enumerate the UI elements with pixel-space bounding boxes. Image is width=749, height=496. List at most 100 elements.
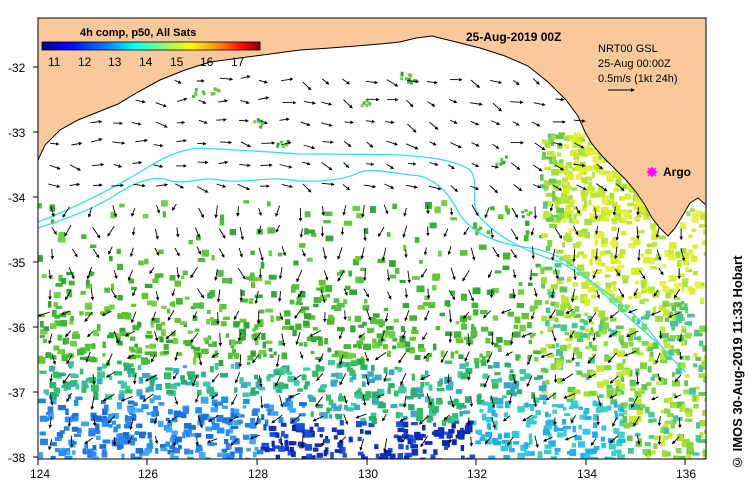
- sst-pixel: [72, 331, 79, 335]
- sst-pixel: [620, 377, 625, 382]
- sst-pixel: [402, 433, 409, 439]
- sst-pixel: [620, 230, 627, 236]
- sst-pixel: [45, 411, 51, 415]
- sst-pixel: [326, 318, 335, 325]
- sst-pixel: [260, 261, 265, 269]
- sst-pixel: [120, 439, 127, 445]
- x-tick-label: 124: [30, 467, 50, 481]
- sst-pixel: [616, 363, 624, 371]
- sst-pixel: [152, 278, 159, 284]
- sst-pixel: [660, 440, 665, 447]
- sst-pixel: [144, 258, 149, 265]
- sst-pixel: [397, 435, 402, 441]
- sst-pixel: [562, 406, 567, 411]
- sst-pixel: [661, 450, 668, 457]
- current-vector: [275, 375, 281, 387]
- current-vector: [486, 352, 493, 364]
- sst-pixel: [450, 217, 457, 221]
- sst-pixel: [163, 350, 170, 355]
- sst-pixel: [422, 449, 427, 454]
- sst-pixel: [670, 423, 675, 429]
- sst-pixel: [406, 395, 414, 400]
- current-vector: [302, 81, 312, 91]
- current-vector: [113, 330, 120, 344]
- sst-pixel: [403, 244, 407, 251]
- sst-pixel: [261, 442, 270, 448]
- sst-pixel: [343, 344, 351, 349]
- sst-pixel: [527, 322, 532, 329]
- sst-pixel: [414, 236, 420, 243]
- sst-pixel: [176, 298, 183, 305]
- sst-pixel: [493, 458, 500, 459]
- sst-pixel: [444, 445, 448, 450]
- current-vector: [533, 206, 538, 220]
- sst-pixel: [304, 444, 313, 451]
- current-vector: [343, 140, 352, 148]
- sst-pixel: [676, 260, 682, 268]
- sst-pixel: [674, 302, 682, 307]
- current-vector: [154, 228, 159, 240]
- sst-pixel: [265, 308, 274, 313]
- current-vector: [407, 162, 417, 166]
- sst-pixel: [635, 432, 641, 437]
- sst-pixel: [619, 248, 626, 255]
- sst-pixel: [440, 350, 445, 358]
- sst-pixel: [189, 371, 195, 376]
- current-vector: [491, 165, 499, 169]
- sst-pixel: [567, 343, 572, 349]
- sst-pixel: [603, 341, 608, 347]
- sst-pixel: [88, 428, 96, 432]
- current-vector: [87, 207, 93, 218]
- sst-pixel: [574, 164, 581, 171]
- current-vector: [281, 333, 286, 347]
- current-vector: [303, 100, 316, 105]
- current-vector: [383, 204, 389, 215]
- sst-pixel: [583, 296, 588, 301]
- sst-pixel: [296, 296, 302, 304]
- sst-pixel: [584, 453, 591, 459]
- current-vector: [627, 308, 638, 314]
- sst-pixel: [561, 192, 567, 197]
- sst-pixel: [505, 441, 512, 449]
- current-vector: [208, 415, 219, 422]
- sst-pixel: [352, 258, 359, 266]
- sst-pixel: [357, 436, 362, 442]
- sst-pixel: [275, 454, 280, 459]
- sst-pixel: [212, 92, 216, 96]
- sst-pixel: [229, 229, 236, 236]
- current-vector: [149, 267, 155, 275]
- sst-pixel: [615, 325, 624, 330]
- sst-pixel: [360, 104, 364, 108]
- sst-pixel: [95, 430, 101, 435]
- sst-pixel: [676, 401, 685, 409]
- sst-pixel: [207, 335, 212, 341]
- current-vector: [240, 141, 251, 148]
- sst-pixel: [600, 240, 608, 248]
- x-tick-label: 132: [467, 467, 487, 481]
- sst-pixel: [130, 336, 136, 341]
- sst-pixel: [207, 441, 215, 446]
- sst-pixel: [65, 408, 69, 416]
- sst-pixel: [171, 301, 176, 308]
- sst-pixel: [365, 99, 369, 103]
- x-tick-label: 130: [358, 467, 378, 481]
- current-vector: [167, 309, 175, 321]
- sst-pixel: [254, 390, 260, 395]
- current-vector: [110, 289, 117, 299]
- sst-pixel: [252, 408, 259, 415]
- current-vector: [530, 311, 535, 320]
- current-vector: [258, 79, 268, 84]
- sst-pixel: [593, 414, 599, 421]
- sst-pixel: [542, 202, 548, 209]
- sst-pixel: [350, 353, 356, 359]
- sst-pixel: [324, 211, 333, 217]
- sst-pixel: [659, 377, 665, 385]
- sst-pixel: [69, 318, 74, 325]
- sst-pixel: [230, 363, 235, 369]
- sst-pixel: [312, 326, 318, 331]
- sst-pixel: [541, 276, 547, 284]
- sst-pixel: [600, 436, 606, 442]
- current-vector: [597, 395, 602, 407]
- sst-pixel: [514, 316, 521, 324]
- sst-pixel: [533, 350, 541, 355]
